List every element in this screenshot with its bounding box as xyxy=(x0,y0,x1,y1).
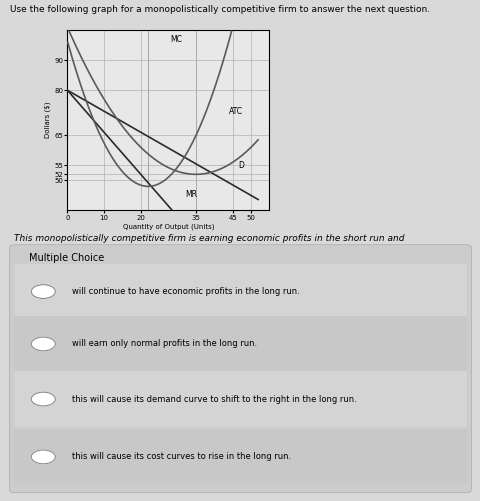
FancyBboxPatch shape xyxy=(10,245,470,493)
Text: this will cause its cost curves to rise in the long run.: this will cause its cost curves to rise … xyxy=(72,452,291,461)
FancyBboxPatch shape xyxy=(14,317,466,372)
Circle shape xyxy=(31,450,55,464)
FancyBboxPatch shape xyxy=(14,429,466,484)
Text: MC: MC xyxy=(170,35,182,44)
Circle shape xyxy=(31,337,55,351)
FancyBboxPatch shape xyxy=(14,372,466,427)
Text: ATC: ATC xyxy=(228,107,242,116)
FancyBboxPatch shape xyxy=(14,264,466,319)
Text: will continue to have economic profits in the long run.: will continue to have economic profits i… xyxy=(72,287,299,296)
Text: This monopolistically competitive firm is earning economic profits in the short : This monopolistically competitive firm i… xyxy=(14,233,404,242)
Text: Multiple Choice: Multiple Choice xyxy=(29,253,104,263)
Y-axis label: Dollars ($): Dollars ($) xyxy=(45,102,51,138)
Text: this will cause its demand curve to shift to the right in the long run.: this will cause its demand curve to shif… xyxy=(72,395,356,403)
Text: D: D xyxy=(238,161,243,170)
Circle shape xyxy=(31,285,55,299)
X-axis label: Quantity of Output (Units): Quantity of Output (Units) xyxy=(122,223,214,230)
Circle shape xyxy=(31,392,55,406)
Text: will earn only normal profits in the long run.: will earn only normal profits in the lon… xyxy=(72,340,257,348)
Text: MR: MR xyxy=(184,190,196,199)
Text: Use the following graph for a monopolistically competitive firm to answer the ne: Use the following graph for a monopolist… xyxy=(10,5,429,14)
